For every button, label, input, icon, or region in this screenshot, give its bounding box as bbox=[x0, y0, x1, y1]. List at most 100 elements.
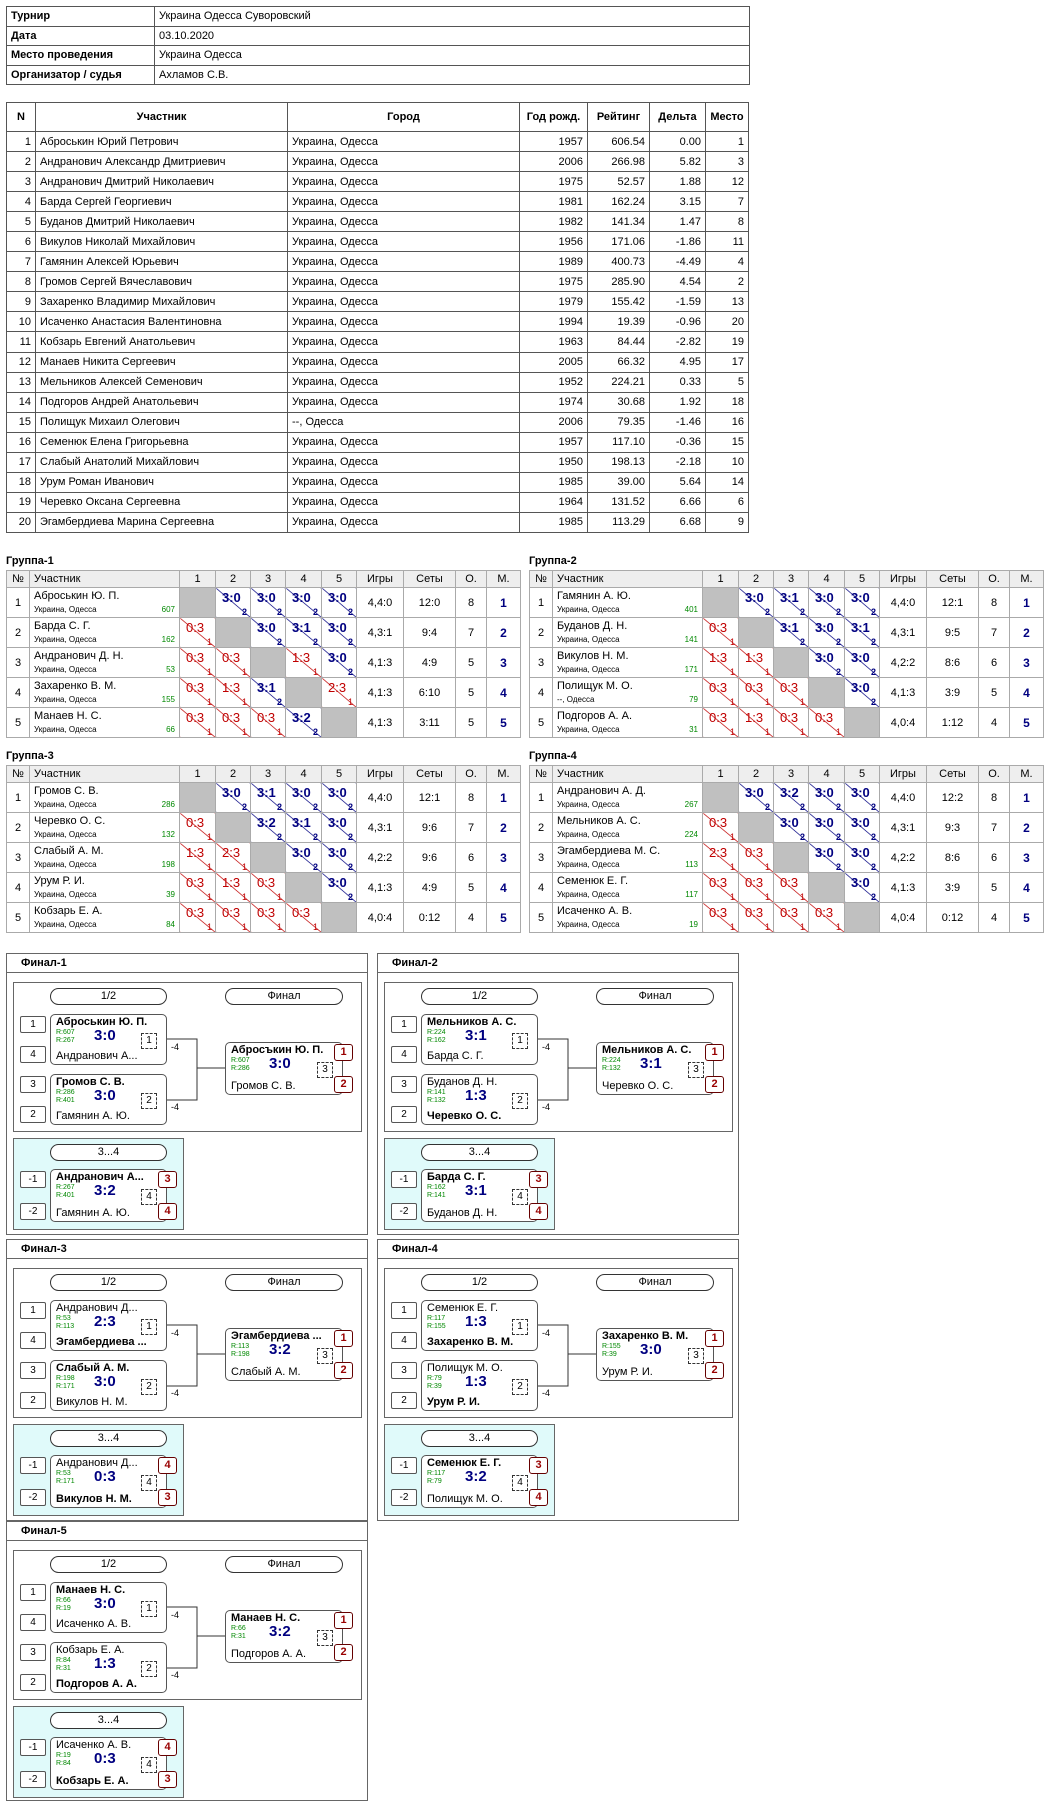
match-number: 4 bbox=[141, 1474, 157, 1491]
result-score: 0:3 bbox=[745, 905, 764, 920]
result-score: 3:2 bbox=[780, 785, 799, 800]
rating: R:113 bbox=[231, 1343, 250, 1350]
result-score: 0:3 bbox=[222, 905, 241, 920]
result-score: 0:3 bbox=[186, 710, 205, 725]
participant-cell: 5 bbox=[705, 371, 749, 393]
result-score: 3:2 bbox=[292, 710, 311, 725]
participant-cell: 113.29 bbox=[587, 511, 650, 533]
header-cell: Игры bbox=[879, 570, 927, 588]
match-number: 4 bbox=[512, 1474, 528, 1491]
participant-cell: 15 bbox=[705, 431, 749, 453]
participant-cell: 162.24 bbox=[587, 191, 650, 213]
result-cell: 2:3 1 bbox=[702, 842, 739, 873]
result-cell: 0:3 1 bbox=[179, 647, 216, 678]
place: 1 bbox=[334, 1044, 353, 1061]
player-name: Барда С. Г. bbox=[427, 1171, 486, 1183]
group-title: Группа-3 bbox=[6, 750, 54, 762]
result-score: 1:3 bbox=[745, 710, 764, 725]
result-points: 1 bbox=[206, 667, 212, 677]
result-cell: 3:0 2 bbox=[808, 782, 845, 813]
participant-cell: 10 bbox=[705, 451, 749, 473]
result-points: 2 bbox=[870, 667, 876, 677]
player-name: Черевко О. С. bbox=[427, 1110, 502, 1122]
participant-cell: 18 bbox=[6, 471, 36, 493]
row-number: 5 bbox=[529, 707, 553, 738]
place: 5 bbox=[486, 902, 521, 933]
match-number: 1 bbox=[141, 1318, 157, 1335]
result-cell: 3:1 2 bbox=[285, 812, 322, 843]
header-cell: 4 bbox=[285, 570, 322, 588]
player-name: Андранович А... bbox=[56, 1171, 144, 1183]
participant-cell: Викулов Николай Михайлович bbox=[35, 231, 288, 253]
seed: 2 bbox=[20, 1392, 46, 1409]
participant-cell: 19.39 bbox=[587, 311, 650, 333]
result-cell: 3:0 2 bbox=[773, 812, 809, 843]
rating: R:286 bbox=[56, 1089, 75, 1096]
result-points: 2 bbox=[835, 607, 841, 617]
result-score: 3:2 bbox=[257, 815, 276, 830]
result-points: 2 bbox=[799, 802, 805, 812]
player-rating: 31 bbox=[689, 725, 698, 734]
seed: 1 bbox=[20, 1584, 46, 1601]
match-box: Семенюк Е. Г. R:117 R:155 1:3 Захаренко В. М… bbox=[421, 1300, 538, 1351]
header-cell: О. bbox=[455, 570, 487, 588]
score: 1:3 bbox=[465, 1087, 487, 1104]
match-box: Полищук М. О. R:79 R:39 1:3 Урум Р. И. 2 bbox=[421, 1360, 538, 1411]
result-score: 0:3 bbox=[709, 680, 728, 695]
place: 3 bbox=[529, 1171, 548, 1188]
participant-row: 10 Исаченко Анастасия Валентиновна Украина… bbox=[6, 311, 749, 333]
rating: R:84 bbox=[56, 1657, 71, 1664]
result-score: 3:0 bbox=[851, 785, 870, 800]
result-points: 2 bbox=[347, 667, 353, 677]
participant-cell: 8 bbox=[705, 211, 749, 233]
result-cell: 3:0 2 bbox=[808, 842, 845, 873]
result-cell: 3:0 2 bbox=[250, 587, 286, 618]
result-cell: 3:1 2 bbox=[285, 617, 322, 648]
player-rating: 171 bbox=[684, 665, 698, 674]
result-cell bbox=[285, 872, 322, 903]
result-points: 2 bbox=[276, 832, 282, 842]
rating: R:155 bbox=[602, 1343, 621, 1350]
header-cell: № bbox=[529, 570, 553, 588]
games: 4,2:2 bbox=[356, 842, 404, 873]
participant-cell: 1.88 bbox=[649, 171, 706, 193]
participant-cell: 84.44 bbox=[587, 331, 650, 353]
group-row: 2 Барда С. Г. Украина, Одесса 162 0:3 1 3:0 2 3:… bbox=[6, 617, 521, 648]
rating: R:66 bbox=[231, 1625, 246, 1632]
player-rating: 155 bbox=[161, 695, 175, 704]
header-cell: 1 bbox=[702, 765, 739, 783]
rating: R:31 bbox=[56, 1665, 71, 1672]
participant-cell: -0.96 bbox=[649, 311, 706, 333]
points: 6 bbox=[455, 842, 487, 873]
player-name: Кобзарь Е. А. bbox=[56, 1775, 129, 1787]
result-score: 3:0 bbox=[815, 620, 834, 635]
participant-cell: Украина, Одесса bbox=[287, 391, 520, 413]
group-row: 2 Черевко О. С. Украина, Одесса 132 0:3 1 3:2 2… bbox=[6, 812, 521, 843]
result-score: 0:3 bbox=[709, 905, 728, 920]
seed: 4 bbox=[20, 1614, 46, 1631]
sets: 4:9 bbox=[403, 872, 456, 903]
result-cell: 3:2 2 bbox=[250, 812, 286, 843]
place: 4 bbox=[158, 1457, 177, 1474]
result-cell: 0:3 1 bbox=[179, 902, 216, 933]
player-rating: 141 bbox=[684, 635, 698, 644]
result-cell: 2:3 1 bbox=[321, 677, 357, 708]
participant-row: 7 Гамянин Алексей Юрьевич Украина, Одесса 1… bbox=[6, 251, 749, 273]
place: 2 bbox=[1009, 617, 1044, 648]
seed: 3 bbox=[20, 1644, 46, 1661]
seed: 4 bbox=[20, 1332, 46, 1349]
sets: 9:5 bbox=[926, 617, 979, 648]
seed: -2 bbox=[20, 1489, 46, 1506]
header-cell: 2 bbox=[215, 570, 251, 588]
participant-cell: 606.54 bbox=[587, 130, 650, 153]
participant-cell: 17 bbox=[6, 451, 36, 473]
result-score: 0:3 bbox=[780, 680, 799, 695]
sets: 9:6 bbox=[403, 812, 456, 843]
player-city: Украина, Одесса bbox=[34, 695, 97, 704]
header-cell: Участник bbox=[552, 765, 703, 783]
match-number: 2 bbox=[141, 1378, 157, 1395]
player-name: Слабый А. М. bbox=[56, 1362, 130, 1374]
place: 2 bbox=[705, 1362, 724, 1379]
sets: 3:9 bbox=[926, 677, 979, 708]
points: 7 bbox=[455, 617, 487, 648]
